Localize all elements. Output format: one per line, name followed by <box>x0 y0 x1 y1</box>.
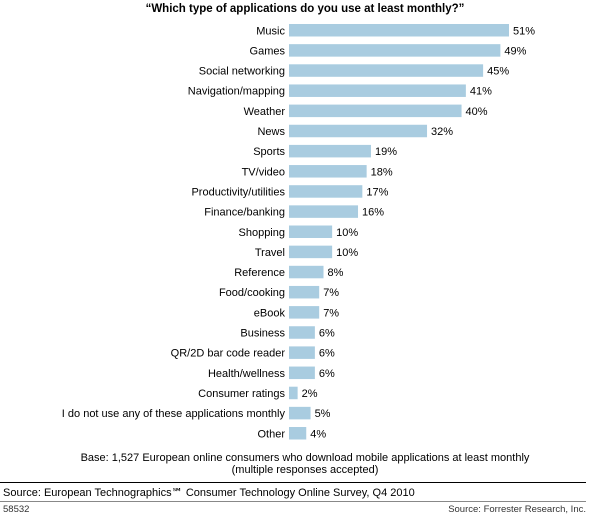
bar <box>289 124 428 138</box>
category-label: TV/video <box>242 166 285 178</box>
bar <box>289 44 501 57</box>
category-label: I do not use any of these applications m… <box>62 408 286 420</box>
base-note-line-1: Base: 1,527 European online consumers wh… <box>80 452 530 464</box>
category-label: Sports <box>253 146 285 158</box>
category-label: Productivity/utilities <box>191 186 285 198</box>
value-label: 6% <box>319 328 335 340</box>
value-label: 8% <box>328 267 344 279</box>
category-label: Social networking <box>199 66 285 78</box>
bar <box>289 406 311 420</box>
category-label: Business <box>240 328 285 340</box>
bar <box>289 346 315 359</box>
bar <box>289 84 466 97</box>
divider-bottom <box>0 501 586 502</box>
value-label: 2% <box>302 388 318 400</box>
value-label: 10% <box>336 247 358 259</box>
value-label: 32% <box>431 126 453 138</box>
bar <box>289 165 367 178</box>
value-label: 6% <box>319 368 335 380</box>
value-label: 7% <box>323 307 339 319</box>
value-label: 51% <box>513 25 535 37</box>
bar <box>289 265 324 279</box>
category-label: Shopping <box>239 227 286 239</box>
base-note-line-2: (multiple responses accepted) <box>231 464 379 476</box>
bar <box>289 306 320 319</box>
value-label: 4% <box>310 428 326 440</box>
value-label: 45% <box>487 66 509 78</box>
category-label: Finance/banking <box>204 207 285 219</box>
category-label: Consumer ratings <box>198 388 285 400</box>
category-label: eBook <box>254 307 286 319</box>
bar <box>289 205 359 218</box>
value-label: 41% <box>470 86 492 98</box>
category-label: Travel <box>255 247 285 259</box>
value-label: 40% <box>466 106 488 118</box>
bar <box>289 326 315 339</box>
category-label: Food/cooking <box>219 287 285 299</box>
value-label: 49% <box>504 45 526 57</box>
category-label: News <box>257 126 285 138</box>
value-label: 19% <box>375 146 397 158</box>
bar <box>289 24 509 37</box>
value-label: 5% <box>315 408 331 420</box>
category-label: QR/2D bar code reader <box>171 348 286 360</box>
footer-source: Source: Forrester Research, Inc. <box>448 504 586 515</box>
bar <box>289 285 320 299</box>
figure-id: 58532 <box>3 504 30 515</box>
category-label: Navigation/mapping <box>188 86 285 98</box>
divider-top <box>0 482 586 483</box>
value-label: 7% <box>323 287 339 299</box>
value-label: 10% <box>336 227 358 239</box>
bar <box>289 185 363 198</box>
bar <box>289 225 333 238</box>
category-label: Weather <box>244 106 286 118</box>
bar <box>289 386 298 400</box>
value-label: 6% <box>319 348 335 360</box>
bar <box>289 245 333 259</box>
category-label: Other <box>257 428 285 440</box>
category-label: Games <box>250 45 286 57</box>
base-note: Base: 1,527 European online consumers wh… <box>0 452 610 476</box>
value-label: 17% <box>366 186 388 198</box>
bar <box>289 144 371 158</box>
chart-title: “Which type of applications do you use a… <box>145 3 465 15</box>
category-label: Health/wellness <box>208 368 286 380</box>
category-label: Reference <box>234 267 285 279</box>
category-label: Music <box>256 25 285 37</box>
value-label: 18% <box>371 166 393 178</box>
bar-chart: Music 51% Games 49% Social networking 45% Navi… <box>62 24 535 440</box>
survey-source: Source: European Technographics℠ Consume… <box>3 487 415 499</box>
value-label: 16% <box>362 207 384 219</box>
bar <box>289 104 462 118</box>
bar <box>289 366 315 380</box>
bar <box>289 64 484 77</box>
bar <box>289 427 307 440</box>
